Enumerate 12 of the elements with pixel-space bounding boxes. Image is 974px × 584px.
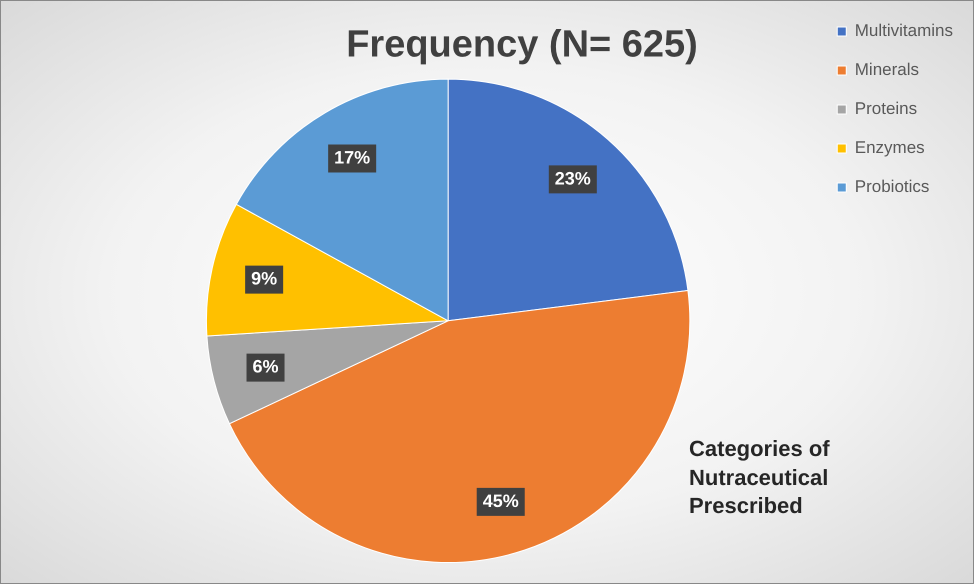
legend-label: Enzymes — [854, 138, 925, 158]
legend-label: Multivitamins — [854, 21, 954, 40]
data-label: 45% — [482, 490, 519, 511]
legend-label: Minerals — [854, 60, 920, 80]
text: Categories of Nutraceutical Prescribed — [689, 435, 831, 520]
legend-label: Proteins — [854, 99, 918, 118]
data-label: 6% — [252, 356, 279, 377]
data-label: 9% — [251, 268, 278, 289]
data-label: 23% — [554, 168, 591, 188]
data-label: 17% — [334, 147, 370, 168]
chart-title: Frequency (N= 625) — [346, 23, 698, 66]
legend-label: Probiotics — [854, 177, 930, 196]
